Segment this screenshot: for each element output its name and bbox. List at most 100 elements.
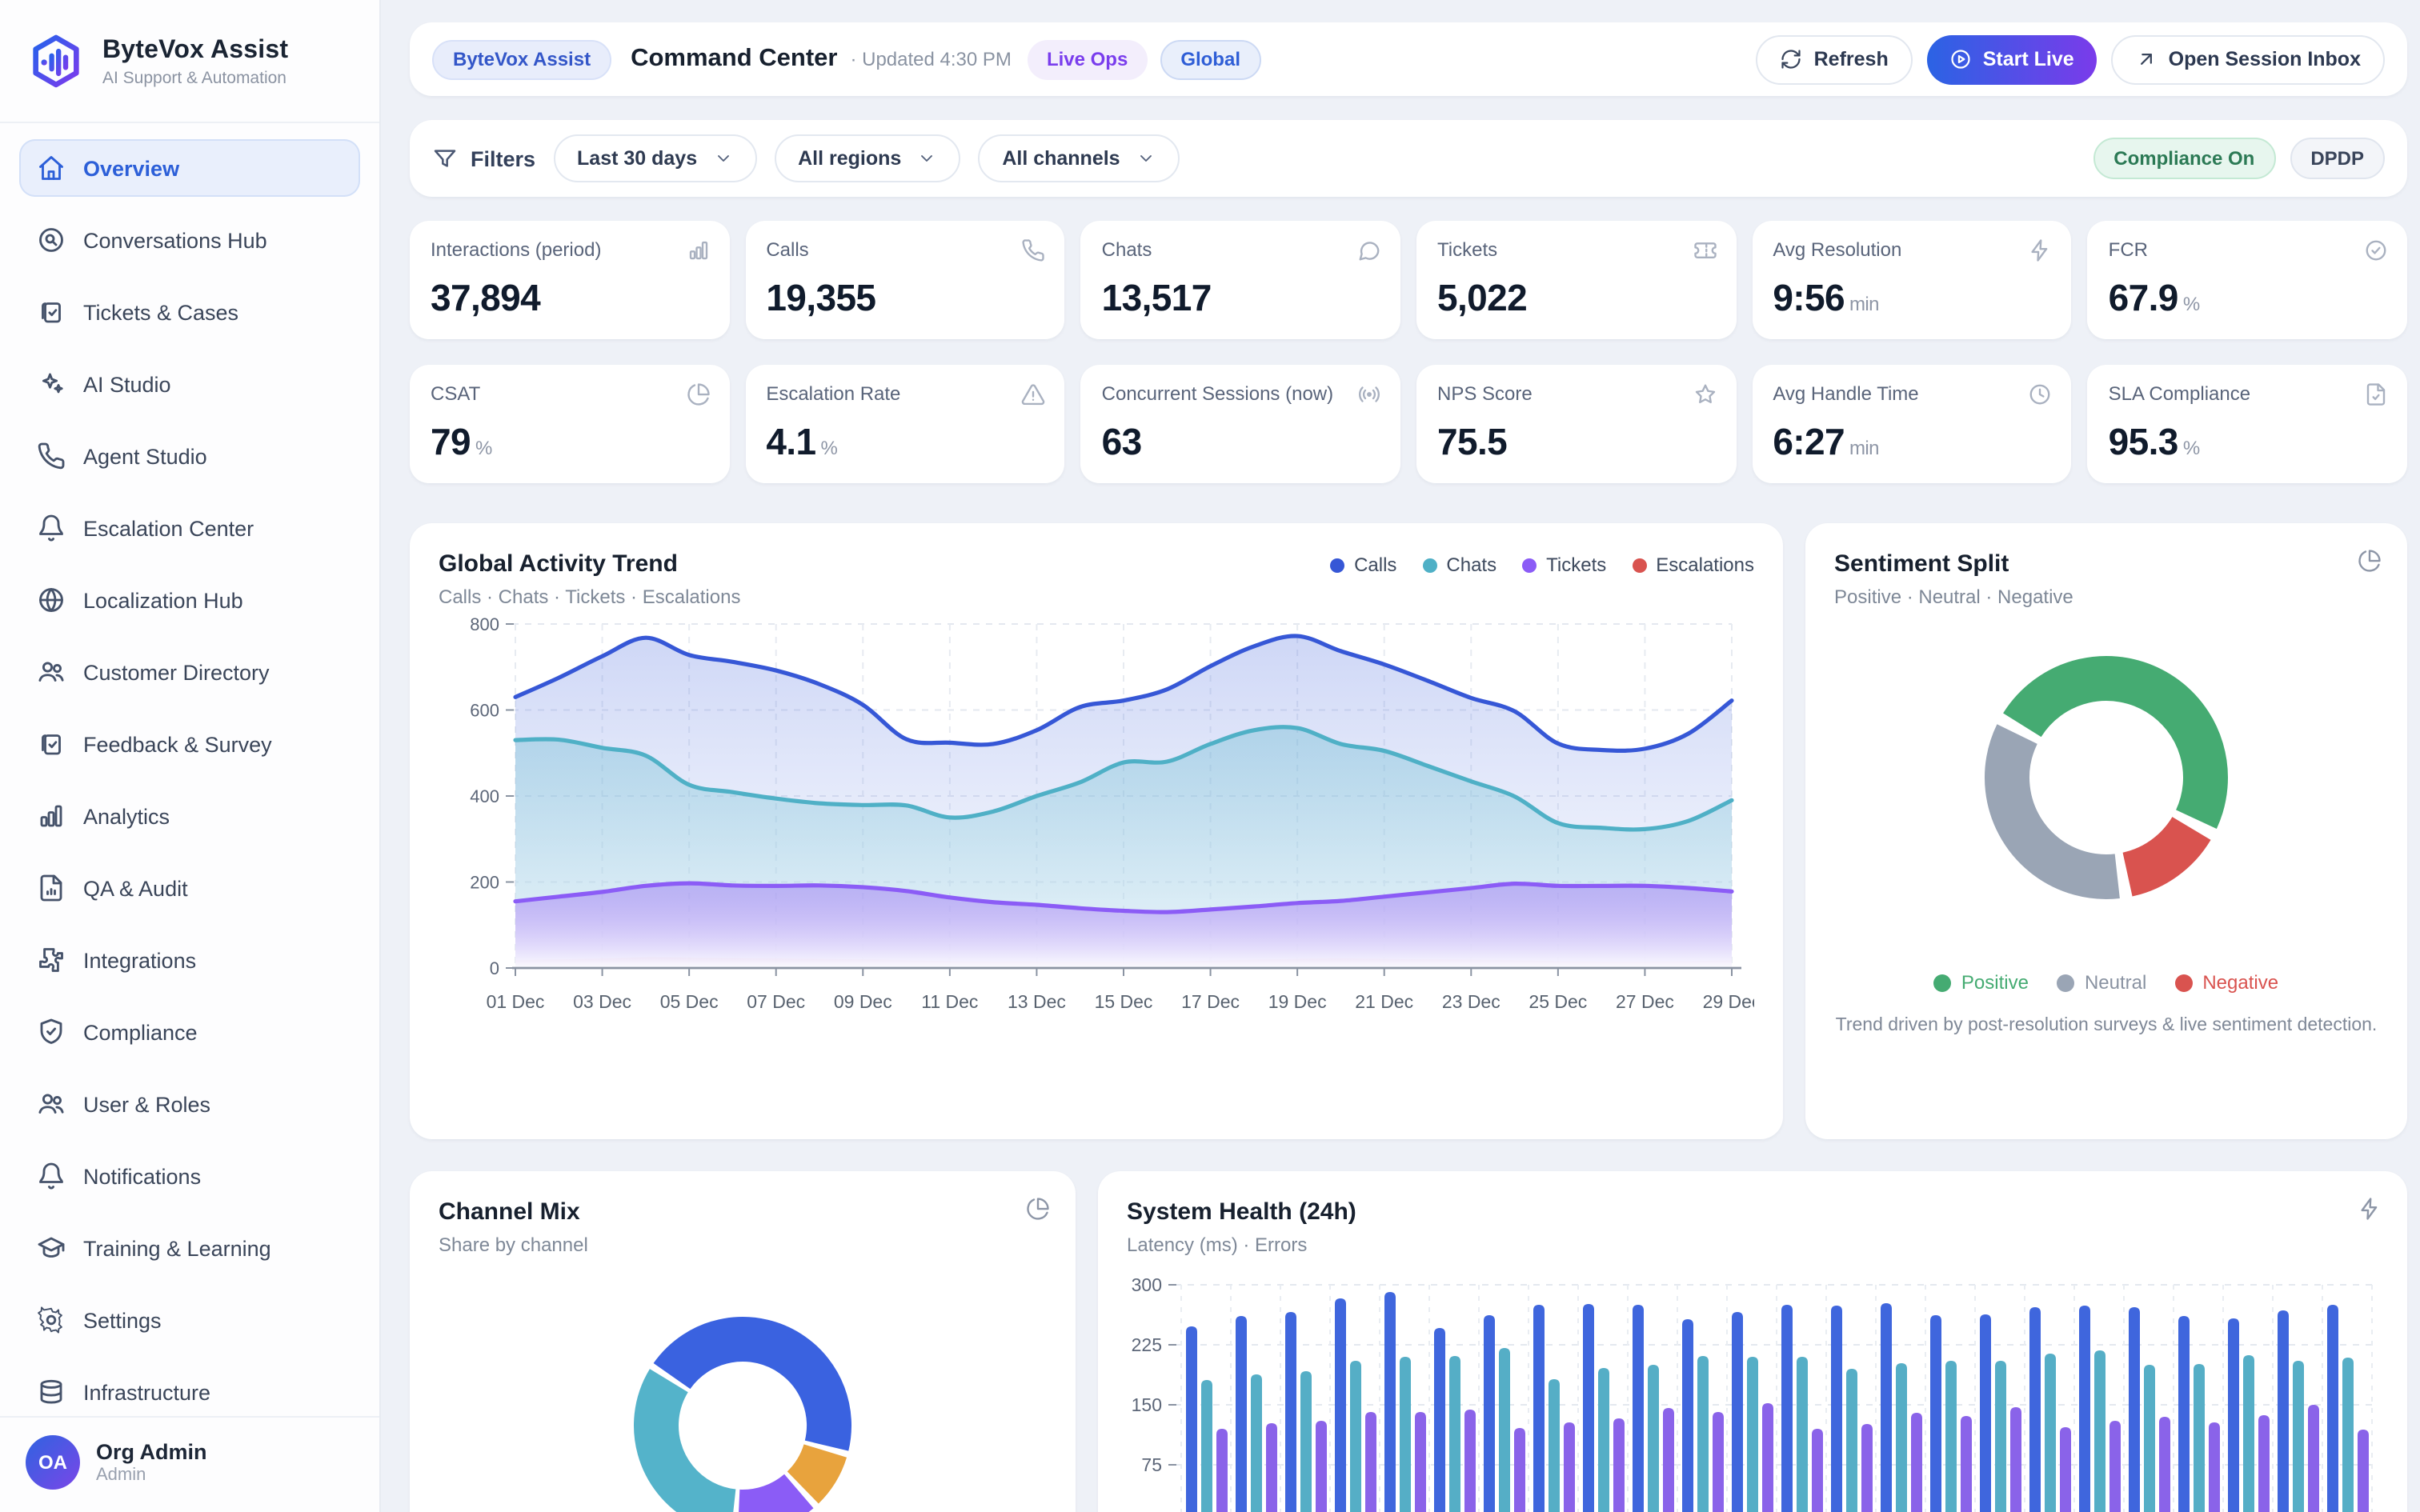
phone-icon	[1022, 238, 1046, 262]
kpi-label: SLA Compliance	[2108, 382, 2251, 405]
start-live-button[interactable]: Start Live	[1926, 34, 2097, 84]
filter-dropdown-0[interactable]: Last 30 days	[553, 134, 757, 182]
sidebar-item-feedback-survey[interactable]: Feedback & Survey	[19, 715, 360, 773]
svg-text:800: 800	[470, 614, 499, 634]
sidebar-item-settings[interactable]: Settings	[19, 1291, 360, 1349]
pie-icon	[686, 382, 710, 406]
sidebar-item-label: Notifications	[83, 1164, 202, 1188]
svg-text:13 Dec: 13 Dec	[1008, 991, 1066, 1012]
clipboard-check-icon	[37, 298, 66, 326]
trend-subtitle: Calls · Chats · Tickets · Escalations	[439, 586, 741, 608]
star-icon	[1693, 382, 1717, 406]
kpi-label: Calls	[766, 238, 809, 261]
play-circle-icon	[1949, 48, 1972, 70]
updated-timestamp: · Updated 4:30 PM	[850, 48, 1012, 70]
kpi-label: Tickets	[1437, 238, 1498, 261]
sidebar-item-integrations[interactable]: Integrations	[19, 931, 360, 989]
refresh-button[interactable]: Refresh	[1756, 34, 1913, 84]
legend-item-escalations: Escalations	[1632, 554, 1754, 576]
arrow-up-right-icon	[2135, 48, 2158, 70]
app-badge: ByteVox Assist	[432, 39, 612, 79]
channel-mix-title: Channel Mix	[439, 1198, 580, 1226]
sentiment-split-panel: Sentiment Split Positive · Neutral · Neg…	[1805, 523, 2407, 1139]
svg-text:15 Dec: 15 Dec	[1095, 991, 1153, 1012]
sidebar-item-training-learning[interactable]: Training & Learning	[19, 1219, 360, 1277]
clipboard-check-icon	[37, 730, 66, 758]
system-health-panel: System Health (24h) Latency (ms) · Error…	[1098, 1171, 2407, 1512]
sidebar-item-agent-studio[interactable]: Agent Studio	[19, 427, 360, 485]
file-chart-icon	[37, 874, 66, 902]
chat-search-icon	[37, 226, 66, 254]
open-session-inbox-button[interactable]: Open Session Inbox	[2110, 34, 2385, 84]
kpi-card-avg-handle-time: Avg Handle Time 6:27 min	[1752, 365, 2072, 483]
svg-text:19 Dec: 19 Dec	[1268, 991, 1327, 1012]
svg-text:23 Dec: 23 Dec	[1442, 991, 1500, 1012]
sidebar-item-conversations-hub[interactable]: Conversations Hub	[19, 211, 360, 269]
bar-chart-icon	[37, 802, 66, 830]
trend-legend: Calls Chats Tickets Escalations	[1330, 550, 1754, 576]
sidebar-user[interactable]: OA Org Admin Admin	[0, 1416, 379, 1512]
filter-dropdown-1[interactable]: All regions	[774, 134, 961, 182]
kpi-label: Escalation Rate	[766, 382, 901, 405]
sidebar-item-tickets-cases[interactable]: Tickets & Cases	[19, 283, 360, 341]
brand-subtitle: AI Support & Automation	[102, 69, 286, 88]
sidebar-item-label: User & Roles	[83, 1092, 211, 1116]
filter-dropdown-2[interactable]: All channels	[978, 134, 1180, 182]
filters-label: Filters	[471, 146, 536, 170]
chevron-down-icon	[917, 149, 936, 168]
sidebar-item-localization-hub[interactable]: Localization Hub	[19, 571, 360, 629]
sentiment-legend-positive: Positive	[1933, 971, 2029, 994]
kpi-value: 13,517	[1101, 277, 1212, 318]
svg-text:0: 0	[490, 958, 499, 978]
ticket-icon	[1693, 238, 1717, 262]
sentiment-legend-neutral: Neutral	[2057, 971, 2146, 994]
svg-text:300: 300	[1132, 1274, 1162, 1295]
kpi-value: 63	[1101, 421, 1143, 462]
sidebar-item-ai-studio[interactable]: AI Studio	[19, 355, 360, 413]
kpi-value: 95.3%	[2108, 421, 2201, 462]
sentiment-legend: Positive Neutral Negative	[1805, 971, 2407, 994]
svg-text:225: 225	[1132, 1334, 1162, 1355]
legend-dot	[2175, 974, 2194, 991]
kpi-card-tickets: Tickets 5,022	[1416, 221, 1737, 339]
avatar: OA	[26, 1435, 80, 1490]
sidebar-item-user-roles[interactable]: User & Roles	[19, 1075, 360, 1133]
globe-icon	[37, 586, 66, 614]
chevron-down-icon	[1136, 149, 1156, 168]
kpi-label: Avg Resolution	[1773, 238, 1902, 261]
dpdp-badge: DPDP	[2290, 138, 2385, 179]
channel-mix-panel: Channel Mix Share by channel	[410, 1171, 1076, 1512]
kpi-value: 19,355	[766, 277, 876, 318]
home-icon	[37, 154, 66, 182]
chevron-down-icon	[713, 149, 732, 168]
sentiment-subtitle: Positive · Neutral · Negative	[1834, 586, 2073, 608]
sidebar-item-customer-directory[interactable]: Customer Directory	[19, 643, 360, 701]
sidebar-item-notifications[interactable]: Notifications	[19, 1147, 360, 1205]
kpi-unit: %	[2182, 293, 2200, 315]
legend-item-tickets: Tickets	[1522, 554, 1606, 576]
channel-mix-donut	[634, 1316, 851, 1512]
sidebar-item-overview[interactable]: Overview	[19, 139, 360, 197]
sidebar-item-label: Feedback & Survey	[83, 732, 272, 756]
svg-text:600: 600	[470, 701, 499, 721]
puzzle-icon	[37, 946, 66, 974]
sidebar-item-analytics[interactable]: Analytics	[19, 787, 360, 845]
brand: ByteVox Assist AI Support & Automation	[0, 0, 379, 123]
kpi-value: 79%	[431, 421, 492, 462]
filter-bar: Filters Last 30 days All regions All chann…	[410, 120, 2407, 197]
sentiment-caption: Trend driven by post-resolution surveys …	[1835, 1016, 2378, 1035]
legend-dot	[1632, 558, 1647, 572]
kpi-value: 37,894	[431, 277, 541, 318]
kpi-label: FCR	[2108, 238, 2148, 261]
sidebar-item-infrastructure[interactable]: Infrastructure	[19, 1363, 360, 1421]
user-role: Admin	[96, 1466, 146, 1485]
sidebar-item-compliance[interactable]: Compliance	[19, 1003, 360, 1061]
kpi-value: 9:56 min	[1773, 277, 1879, 318]
sidebar-item-label: QA & Audit	[83, 876, 188, 900]
sidebar-item-escalation-center[interactable]: Escalation Center	[19, 499, 360, 557]
system-health-subtitle: Latency (ms) · Errors	[1127, 1234, 1308, 1256]
sidebar-item-qa-audit[interactable]: QA & Audit	[19, 859, 360, 917]
sidebar-item-label: Customer Directory	[83, 660, 270, 684]
legend-item-chats: Chats	[1422, 554, 1496, 576]
